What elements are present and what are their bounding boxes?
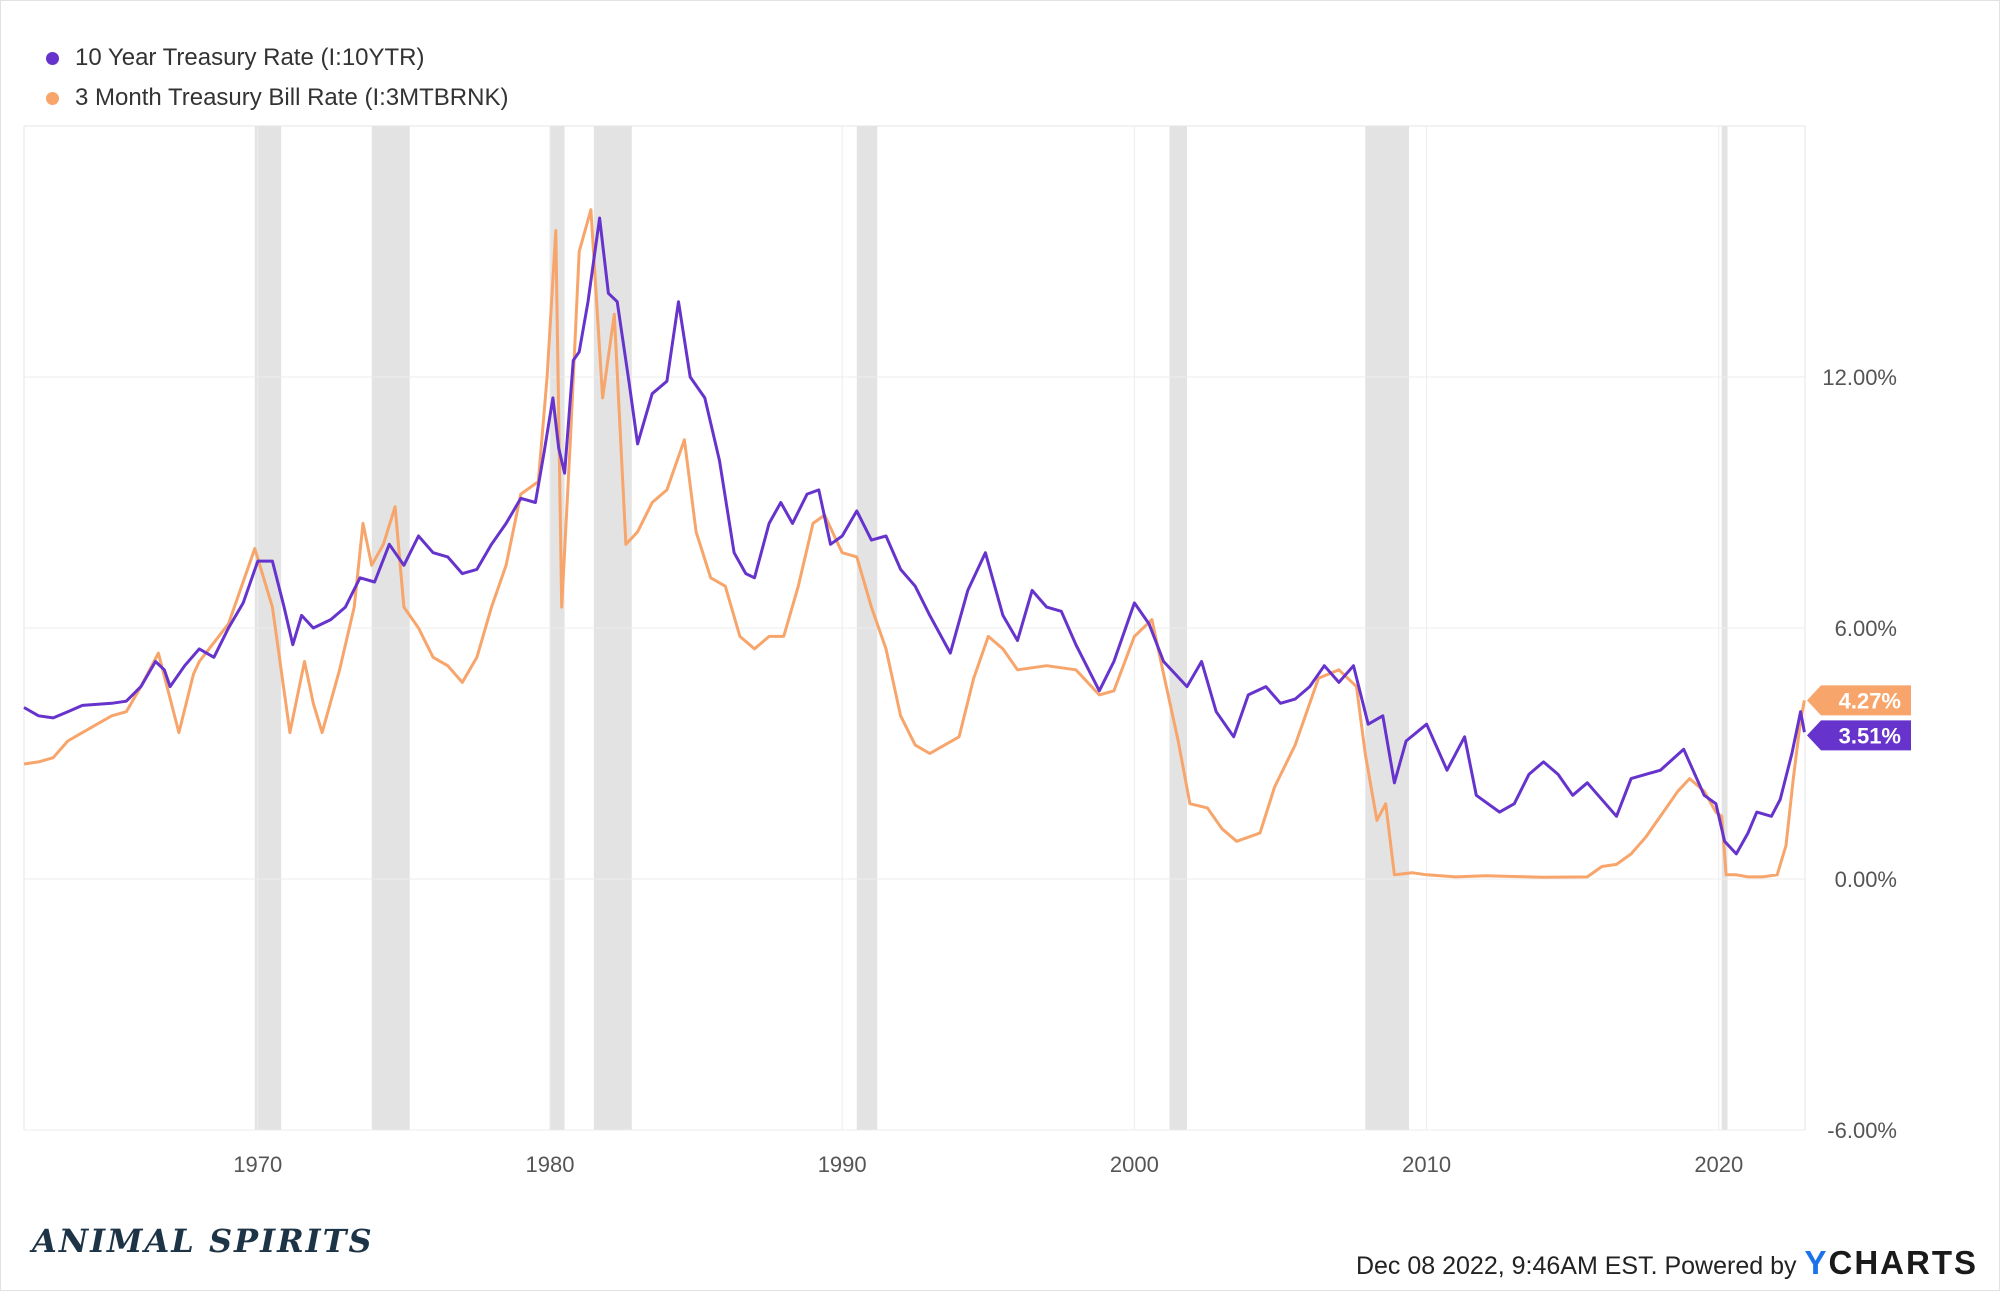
last-value-tag: 3.51% <box>1807 720 1911 751</box>
last-value-tag-bg <box>1807 685 1911 716</box>
ycharts-logo[interactable]: YCHARTS <box>1804 1244 1978 1282</box>
y-tick-label: -6.00% <box>1827 1118 1897 1143</box>
footer: Dec 08 2022, 9:46AM EST. Powered by YCHA… <box>1356 1244 1978 1282</box>
legend-item-10yr[interactable]: 10 Year Treasury Rate (I:10YTR) <box>46 38 508 78</box>
legend-dot-3mo <box>46 91 59 105</box>
footer-timestamp: Dec 08 2022, 9:46AM EST. Powered by <box>1355 1252 1797 1280</box>
legend-dot-10yr <box>46 51 59 65</box>
last-value-tag-label: 4.27% <box>1839 688 1901 713</box>
x-tick-label: 2020 <box>1694 1152 1743 1177</box>
last-value-tag-bg <box>1807 720 1911 751</box>
x-tick-label: 1990 <box>818 1152 867 1177</box>
series-line-0 <box>23 216 1806 856</box>
last-value-tag-label: 3.51% <box>1839 723 1901 748</box>
ycharts-logo-rest: CHARTS <box>1828 1244 1978 1281</box>
x-tick-label: 2010 <box>1402 1152 1451 1177</box>
legend-item-3mo[interactable]: 3 Month Treasury Bill Rate (I:3MTBRNK) <box>46 78 508 118</box>
legend-label-3mo: 3 Month Treasury Bill Rate (I:3MTBRNK) <box>75 84 509 111</box>
y-tick-label: 6.00% <box>1835 616 1897 641</box>
series-line-1 <box>23 208 1806 879</box>
legend-label-10yr: 10 Year Treasury Rate (I:10YTR) <box>75 44 425 71</box>
animal-spirits-logo: ANIMAL SPIRITS <box>32 1222 374 1260</box>
x-tick-label: 2000 <box>1110 1152 1159 1177</box>
y-tick-label: 12.00% <box>1822 365 1897 390</box>
ycharts-logo-y: Y <box>1804 1244 1829 1281</box>
last-value-tag: 4.27% <box>1807 685 1911 716</box>
chart-legend: 10 Year Treasury Rate (I:10YTR) 3 Month … <box>46 38 508 118</box>
x-tick-label: 1980 <box>525 1152 574 1177</box>
y-tick-label: 0.00% <box>1835 867 1897 892</box>
x-tick-label: 1970 <box>233 1152 282 1177</box>
